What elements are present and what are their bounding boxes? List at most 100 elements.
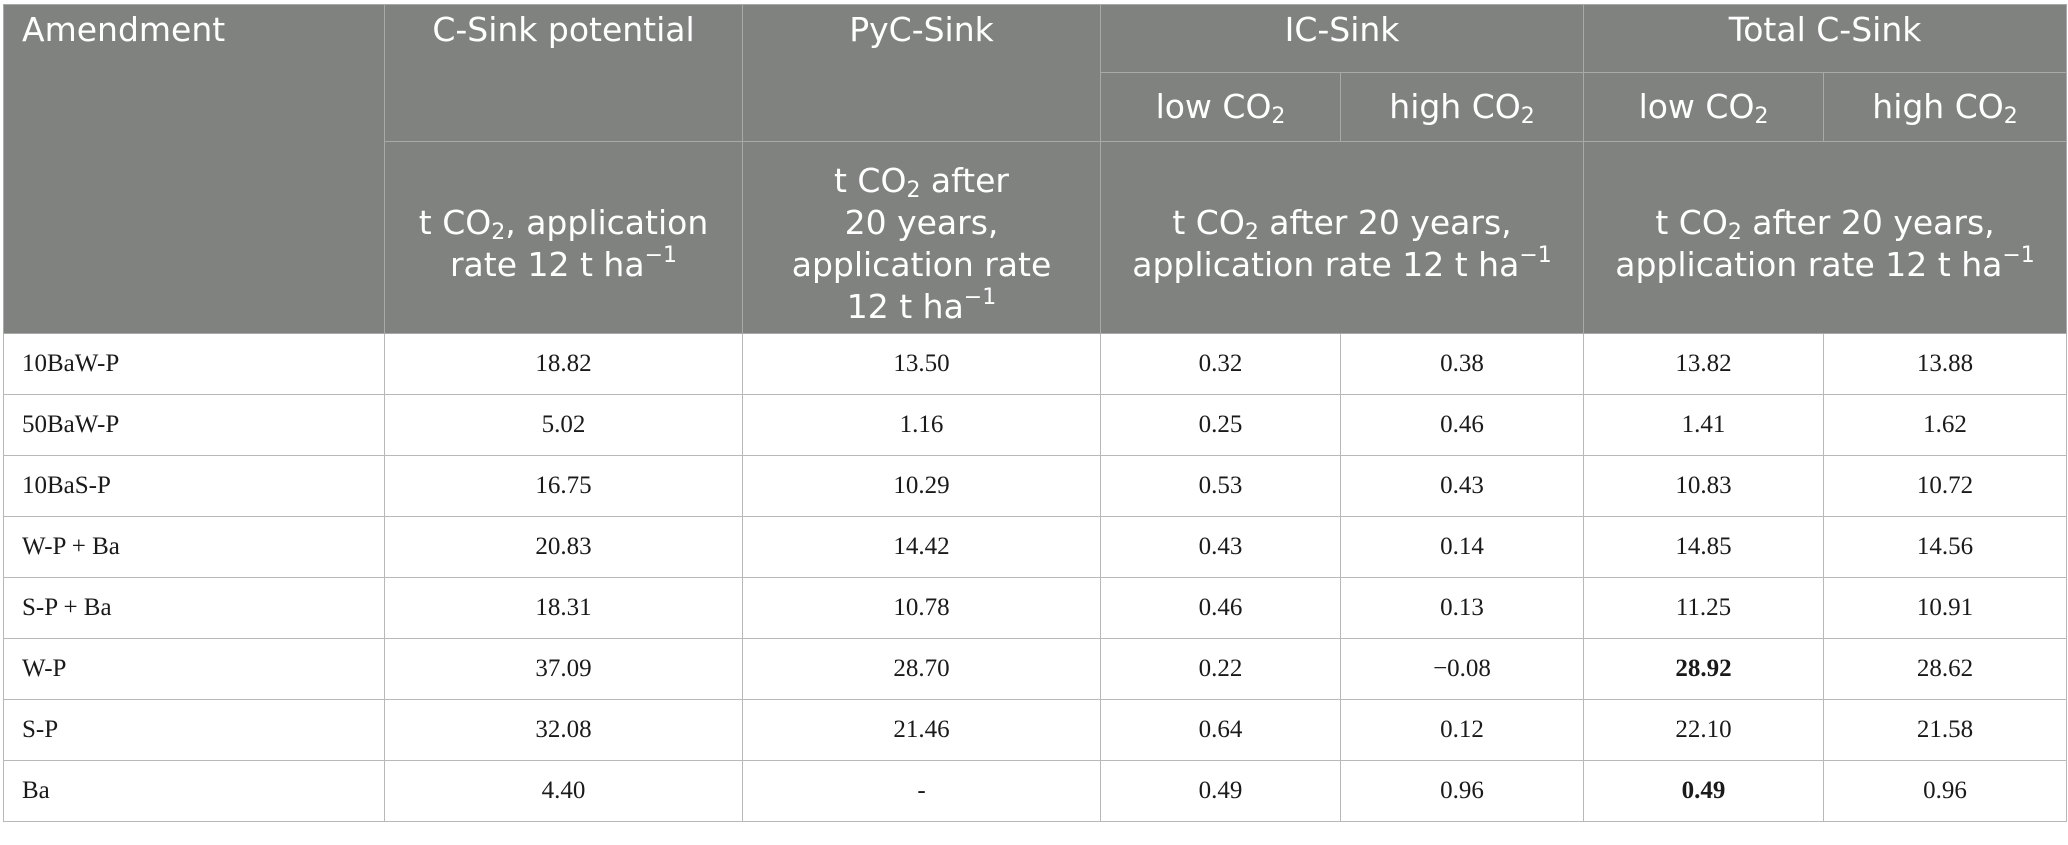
cell-ic-high-co2: 0.38 <box>1339 333 1585 395</box>
table-row: S-P 32.08 21.46 0.64 0.12 22.10 21.58 <box>3 699 2068 761</box>
cell-ic-low-co2: 0.43 <box>1100 516 1341 578</box>
table-row: Ba 4.40-0.49 0.96 0.49 0.96 <box>3 760 2068 822</box>
cell-total-low-co2: 28.92 <box>1583 638 1825 700</box>
cell-ic-high-co2: 0.96 <box>1339 760 1585 822</box>
cell-ic-low-co2: 0.32 <box>1100 333 1341 395</box>
superscript-minus1: −1 <box>963 284 997 310</box>
unit-text: after 20 years, <box>1741 202 1995 242</box>
cell-amendment: 10BaS-P <box>3 455 385 517</box>
header-total-high-co2: high CO2 <box>1823 72 2068 142</box>
cell-total-low-co2: 13.82 <box>1583 333 1825 395</box>
cell-total-high-co2: 28.62 <box>1823 638 2068 700</box>
unit-text: application rate 12 t ha <box>1615 244 2003 284</box>
unit-text: t CO <box>1655 202 1728 242</box>
cell-amendment: W-P <box>3 638 385 700</box>
cell-c-sink-potential: 16.75 <box>384 455 743 517</box>
subscript-2: 2 <box>1520 104 1535 129</box>
header-pyc-sink: PyC-Sink <box>742 4 1101 142</box>
table-row: W-P 37.09 28.70 0.22 −0.08 28.92 28.62 <box>3 638 2068 700</box>
cell-total-high-co2: 13.88 <box>1823 333 2068 395</box>
unit-text: t CO <box>418 202 492 242</box>
unit-text: rate 12 t ha <box>449 244 645 284</box>
unit-text: application rate 12 t ha <box>1132 244 1520 284</box>
cell-pyc-sink: 10.29 <box>742 455 1101 517</box>
cell-total-high-co2: 1.62 <box>1823 394 2068 456</box>
header-ic-sink: IC-Sink <box>1099 4 1585 73</box>
cell-amendment: 10BaW-P <box>3 333 385 395</box>
cell-ic-low-co2: 0.53 <box>1100 455 1341 517</box>
table-header: Amendment C-Sink potential PyC-Sink IC-S… <box>3 4 2068 334</box>
subscript-2: 2 <box>906 177 921 203</box>
unit-text: 20 years, <box>844 202 999 242</box>
unit-text: t CO <box>833 160 907 200</box>
cell-ic-high-co2: 0.43 <box>1339 455 1585 517</box>
unit-total-c-sink: t CO2 after 20 years, application rate 1… <box>1583 141 2068 334</box>
subscript-2: 2 <box>2003 104 2018 129</box>
unit-text: 12 t ha <box>846 286 964 326</box>
cell-c-sink-potential: 18.82 <box>384 333 743 395</box>
table-body: 10BaW-P 18.82 13.50 0.32 0.38 13.82 13.88 50BaW… <box>3 333 2068 822</box>
header-total-c-sink: Total C-Sink <box>1583 4 2068 73</box>
unit-text: after 20 years, <box>1258 202 1512 242</box>
cell-ic-high-co2: 0.46 <box>1339 394 1585 456</box>
cell-amendment: S-P + Ba <box>3 577 385 639</box>
superscript-minus1: −1 <box>1519 242 1552 268</box>
header-total-low-co2-text: low CO <box>1638 87 1755 126</box>
cell-pyc-sink: 14.42 <box>742 516 1101 578</box>
table-row: 50BaW-P 5.02 1.16 0.25 0.46 1.41 1.62 <box>3 394 2068 456</box>
unit-ic-sink: t CO2 after 20 years, application rate 1… <box>1099 141 1585 334</box>
subscript-2: 2 <box>1754 104 1769 129</box>
data-table-container: Amendment C-Sink potential PyC-Sink IC-S… <box>3 4 2068 822</box>
cell-ic-low-co2: 0.25 <box>1100 394 1341 456</box>
cell-pyc-sink: - <box>742 760 1101 822</box>
subscript-2: 2 <box>491 219 506 245</box>
table-row: 10BaS-P 16.75 10.29 0.53 0.43 10.83 10.72 <box>3 455 2068 517</box>
cell-pyc-sink: 13.50 <box>742 333 1101 395</box>
table-row: 10BaW-P 18.82 13.50 0.32 0.38 13.82 13.88 <box>3 333 2068 395</box>
cell-c-sink-potential: 32.08 <box>384 699 743 761</box>
cell-total-high-co2: 10.72 <box>1823 455 2068 517</box>
header-ic-high-co2: high CO2 <box>1339 72 1585 142</box>
cell-ic-high-co2: 0.13 <box>1339 577 1585 639</box>
table-row: W-P + Ba 20.83 14.42 0.43 0.14 14.85 14.56 <box>3 516 2068 578</box>
cell-c-sink-potential: 37.09 <box>384 638 743 700</box>
cell-total-low-co2: 1.41 <box>1583 394 1825 456</box>
header-ic-low-co2-text: low CO <box>1155 87 1272 126</box>
header-ic-low-co2: low CO2 <box>1100 72 1341 142</box>
unit-text: application rate <box>791 244 1052 284</box>
cell-total-low-co2: 22.10 <box>1583 699 1825 761</box>
header-ic-high-co2-text: high CO <box>1389 87 1521 126</box>
subscript-2: 2 <box>1271 104 1286 129</box>
cell-total-high-co2: 0.96 <box>1823 760 2068 822</box>
cell-total-low-co2: 0.49 <box>1583 760 1825 822</box>
cell-ic-low-co2: 0.46 <box>1100 577 1341 639</box>
cell-c-sink-potential: 20.83 <box>384 516 743 578</box>
unit-text: , application <box>505 202 709 242</box>
header-total-low-co2: low CO2 <box>1583 72 1825 142</box>
unit-text: t CO <box>1172 202 1245 242</box>
cell-ic-high-co2: 0.14 <box>1339 516 1585 578</box>
header-amendment: Amendment <box>3 4 385 334</box>
header-total-high-co2-text: high CO <box>1872 87 2004 126</box>
header-c-sink-potential: C-Sink potential <box>384 4 743 142</box>
cell-c-sink-potential: 4.40 <box>384 760 743 822</box>
cell-amendment: W-P + Ba <box>3 516 385 578</box>
cell-total-low-co2: 14.85 <box>1583 516 1825 578</box>
subscript-2: 2 <box>1727 219 1742 245</box>
superscript-minus1: −1 <box>644 242 677 268</box>
cell-amendment: Ba <box>3 760 385 822</box>
cell-ic-low-co2: 0.22 <box>1100 638 1341 700</box>
superscript-minus1: −1 <box>2002 242 2035 268</box>
cell-amendment: S-P <box>3 699 385 761</box>
cell-total-high-co2: 10.91 <box>1823 577 2068 639</box>
table-row: S-P + Ba 18.31 10.78 0.46 0.13 11.25 10.91 <box>3 577 2068 639</box>
cell-ic-high-co2: −0.08 <box>1339 638 1585 700</box>
cell-total-low-co2: 11.25 <box>1583 577 1825 639</box>
cell-pyc-sink: 28.70 <box>742 638 1101 700</box>
subscript-2: 2 <box>1244 219 1259 245</box>
cell-amendment: 50BaW-P <box>3 394 385 456</box>
cell-ic-low-co2: 0.64 <box>1100 699 1341 761</box>
cell-c-sink-potential: 5.02 <box>384 394 743 456</box>
cell-total-high-co2: 21.58 <box>1823 699 2068 761</box>
unit-pyc-sink: t CO2 after 20 years, application rate 1… <box>742 141 1101 334</box>
